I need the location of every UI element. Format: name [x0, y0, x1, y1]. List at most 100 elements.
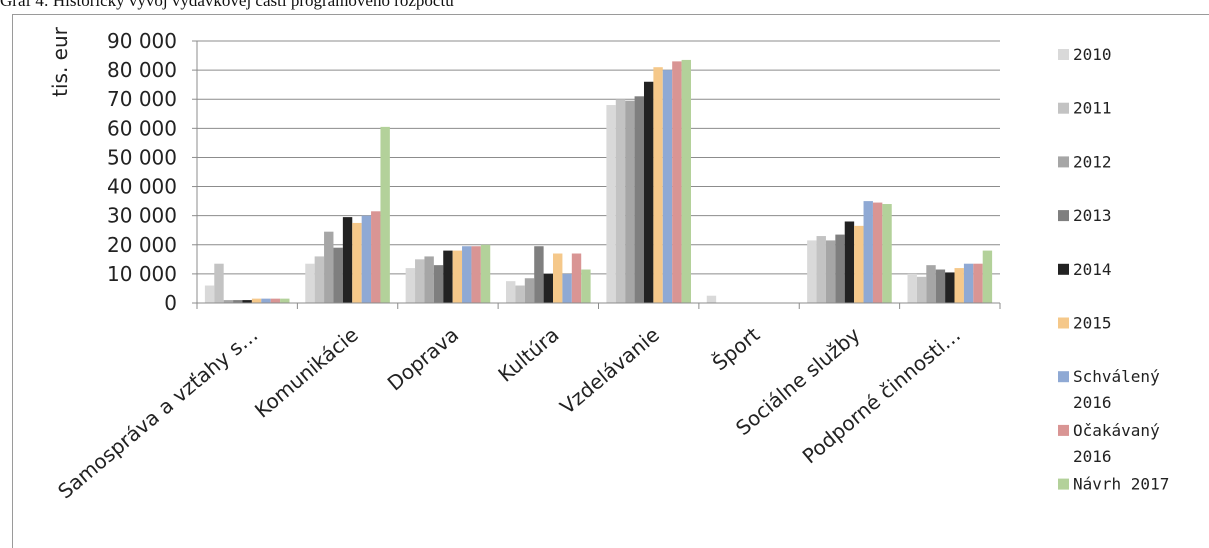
legend-swatch	[1058, 424, 1069, 436]
bar	[380, 126, 390, 303]
bar	[562, 273, 572, 303]
bar	[361, 215, 372, 303]
bar	[916, 276, 927, 303]
legend-swatch	[1058, 102, 1069, 114]
bar	[543, 273, 554, 303]
legend-label: 2010	[1073, 45, 1112, 64]
category-labels: Samospráva a vzťahy s…Komunikácie Doprava…	[53, 322, 965, 503]
y-tick-label: 80 000	[107, 58, 177, 82]
bar	[242, 300, 252, 303]
bar	[835, 234, 845, 303]
bar	[305, 263, 315, 303]
bar	[844, 221, 855, 303]
bar	[534, 246, 544, 303]
legend-swatch	[1058, 49, 1069, 60]
bar	[571, 253, 582, 303]
category-label: Kultúra	[493, 322, 563, 386]
bar	[324, 231, 334, 303]
bar	[706, 295, 717, 303]
bar	[462, 246, 472, 303]
bar	[973, 263, 983, 303]
legend-label: 2014	[1073, 260, 1112, 279]
legend-label: 2012	[1073, 152, 1112, 171]
category-label: Doprava	[383, 322, 463, 395]
bar	[982, 250, 993, 303]
bar	[672, 61, 682, 303]
bar	[945, 272, 955, 303]
legend-label: 2015	[1073, 314, 1112, 333]
bar	[261, 298, 271, 303]
bar	[471, 246, 481, 303]
bar	[515, 285, 525, 303]
legend-label: Návrh 2017	[1073, 475, 1169, 494]
bar	[581, 269, 591, 303]
bar	[662, 70, 673, 303]
category-label: Vzdelávanie	[555, 322, 664, 419]
bar	[443, 250, 453, 303]
bar	[954, 268, 964, 303]
bar	[863, 201, 873, 303]
bar	[926, 265, 936, 303]
y-tick-label: 0	[164, 291, 177, 315]
legend-swatch	[1058, 156, 1069, 168]
bar	[872, 202, 883, 303]
bar	[935, 269, 946, 303]
bar	[233, 300, 243, 303]
legend-label: Očakávaný	[1073, 421, 1160, 440]
bar	[506, 281, 516, 303]
chart-frame	[12, 14, 1209, 548]
bar	[807, 240, 817, 303]
bar	[424, 256, 434, 303]
bar	[352, 222, 362, 303]
bar	[223, 300, 234, 303]
bar	[251, 298, 262, 303]
bar	[415, 259, 425, 303]
figure-caption: Graf 4: Historický vývoj výdavkovej čast…	[0, 0, 454, 10]
bar	[433, 265, 444, 303]
bar	[553, 253, 563, 303]
legend-label: 2016	[1073, 447, 1112, 466]
legend-label: 2011	[1073, 99, 1112, 118]
bar	[606, 105, 616, 304]
y-tick-label: 70 000	[107, 87, 177, 111]
bar	[524, 278, 535, 303]
legend: 2010 2011 2012 2013 2014 2015 Schválený 2016 Oča…	[1058, 45, 1169, 494]
bar	[963, 263, 974, 303]
bar	[653, 67, 663, 303]
bar	[204, 285, 215, 303]
axes	[192, 40, 1001, 309]
bar	[452, 250, 463, 303]
bar	[634, 96, 644, 303]
bar	[314, 256, 325, 303]
y-tick-labels: 0 10 000 20 000 30 000 40 000 50 000 60 000 70 …	[107, 29, 177, 315]
y-tick-label: 20 000	[107, 233, 177, 257]
legend-swatch	[1058, 317, 1069, 329]
bar	[681, 59, 691, 303]
legend-swatch	[1058, 478, 1069, 490]
legend-label: Schválený	[1073, 367, 1160, 386]
bar	[615, 99, 626, 303]
legend-label: 2016	[1073, 393, 1112, 412]
bar	[405, 268, 416, 303]
y-tick-label: 60 000	[107, 116, 177, 140]
y-tick-label: 50 000	[107, 145, 177, 169]
bar	[882, 204, 892, 303]
bar	[342, 217, 353, 303]
y-tick-label: 10 000	[107, 262, 177, 286]
y-tick-label: 30 000	[107, 204, 177, 228]
y-axis-label: tis. eur	[48, 26, 72, 97]
bar	[825, 240, 836, 303]
bar	[333, 247, 343, 303]
bar	[907, 273, 917, 303]
category-label: Samospráva a vzťahy s…	[53, 322, 262, 503]
bar	[280, 298, 290, 303]
bar	[854, 225, 864, 303]
y-tick-label: 40 000	[107, 175, 177, 199]
category-label: Šport	[708, 322, 765, 375]
legend-swatch	[1058, 371, 1069, 383]
bar	[480, 244, 491, 303]
legend-swatch	[1058, 210, 1069, 222]
bar	[625, 100, 635, 303]
y-tick-label: 90 000	[107, 29, 177, 53]
